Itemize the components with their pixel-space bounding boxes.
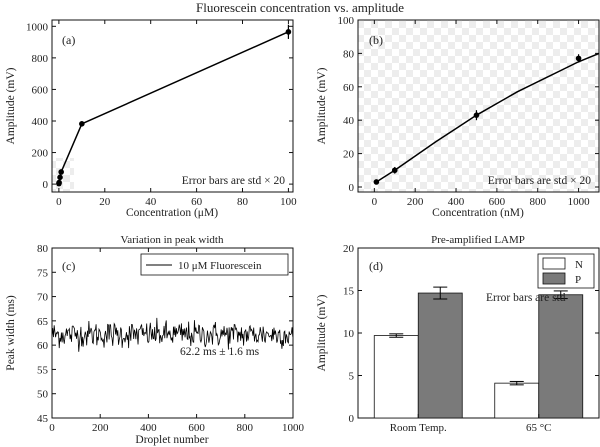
panel-b: 0 20 40 60 80 100 0 200 400 600 800 1000 (b) Error… [316,15,600,219]
panel-b-ylabel: Amplitude (mV) [316,67,328,144]
panel-b-frame [357,19,600,193]
xtick-label: 0 [56,196,62,208]
panel-d-ylabel: Amplitude (mV) [316,294,328,371]
ytick-label: 80 [343,48,355,60]
data-point [58,169,64,175]
category-label: Room Temp. [390,422,447,434]
panel-c-label: (c) [62,259,75,273]
data-point [373,179,380,185]
xtick-label: 40 [145,196,157,208]
xtick-label: 400 [140,422,157,434]
xtick-label: 1000 [282,422,305,434]
xtick-label: 400 [448,196,465,208]
ytick-label: 45 [37,413,49,425]
xtick-label: 800 [237,422,254,434]
legend-label-n: N [575,259,583,271]
ytick-label: 80 [37,243,49,255]
panel-d-title: Pre-amplified LAMP [431,234,525,246]
panel-c: Variation in peak width 45 50 55 60 65 70 75 80… [5,234,305,446]
ytick-label: 55 [37,364,49,376]
ytick-label: 200 [32,148,49,160]
xtick-label: 0 [372,196,378,208]
panel-c-title: Variation in peak width [121,234,224,246]
panel-a-xlabel: Concentration (μM) [126,207,218,219]
panel-a-annotation: Error bars are std × 20 [182,175,285,187]
data-point [575,55,582,62]
ytick-label: 20 [343,243,355,255]
panel-c-legend: 10 μM Fluorescein [140,253,289,276]
panel-a-frame [51,19,294,193]
ytick-label: 50 [37,389,49,401]
xtick-label: 200 [407,196,424,208]
legend-swatch-p [542,272,566,285]
xtick-label: 100 [280,196,297,208]
xtick-label: 20 [99,196,111,208]
bar-p [538,294,584,419]
xtick-label: 200 [92,422,109,434]
data-point [285,29,292,35]
panel-d-legend: N P [537,253,595,289]
legend-label-p: P [575,274,581,286]
data-point [79,121,85,127]
ytick-label: 60 [37,340,49,352]
ytick-label: 0 [43,179,49,191]
legend-swatch-n [542,257,566,270]
ytick-label: 5 [349,371,355,383]
panel-c-legend-label: 10 μM Fluorescein [178,260,262,272]
xtick-label: 800 [529,196,546,208]
panel-a-ylabel: Amplitude (mV) [5,67,17,144]
ytick-label: 70 [37,292,49,304]
xtick-label: 600 [489,196,506,208]
ytick-label: 60 [343,82,355,94]
bar-n [373,335,419,419]
panel-c-ylabel: Peak width (ms) [5,295,17,371]
ytick-label: 10 [343,328,355,340]
panel-d-label: (d) [369,259,383,273]
ytick-label: 15 [343,286,355,298]
panel-b-xlabel: Concentration (nM) [432,207,524,219]
xtick-label: 600 [188,422,205,434]
panel-a-label: (a) [62,33,75,47]
panel-c-annotation: 62.2 ms ± 1.6 ms [180,346,260,358]
panel-b-checker-background [358,20,599,192]
panel-a: 0 200 400 600 800 1000 0 20 40 60 80 100 (a) Error… [5,19,297,219]
bar-n [494,382,540,419]
ytick-label: 65 [37,316,49,328]
panel-a-series-line [58,31,289,184]
bar-p [417,292,463,419]
ytick-label: 0 [349,413,355,425]
panel-b-label: (b) [369,33,383,47]
panel-d-annotation: Error bars are std [486,292,566,304]
panel-b-annotation: Error bars are std × 20 [488,175,591,187]
ytick-label: 400 [32,116,49,128]
ytick-label: 0 [349,182,355,194]
ytick-label: 1000 [26,21,49,33]
data-point [473,112,480,118]
xtick-label: 60 [191,196,203,208]
xtick-label: 0 [49,422,55,434]
data-point [56,179,62,186]
ytick-label: 75 [37,267,49,279]
data-point [57,174,63,181]
data-point [391,167,398,174]
xtick-label: 80 [237,196,249,208]
panel-c-xlabel: Droplet number [135,434,208,446]
ytick-label: 40 [343,115,355,127]
category-label: 65 °C [526,422,552,434]
figure-title: Fluorescein concentration vs. amplitude [196,0,404,15]
ytick-label: 800 [32,53,49,65]
xtick-label: 1000 [568,196,591,208]
panel-d: Pre-amplified LAMP 0 5 10 15 20 Room Temp. 65… [316,234,600,434]
ytick-label: 20 [343,149,355,161]
ytick-label: 600 [32,84,49,96]
panel-c-peak-width-trace [51,317,294,352]
panel-a-inset-shading [52,158,74,192]
ytick-label: 100 [338,15,355,27]
